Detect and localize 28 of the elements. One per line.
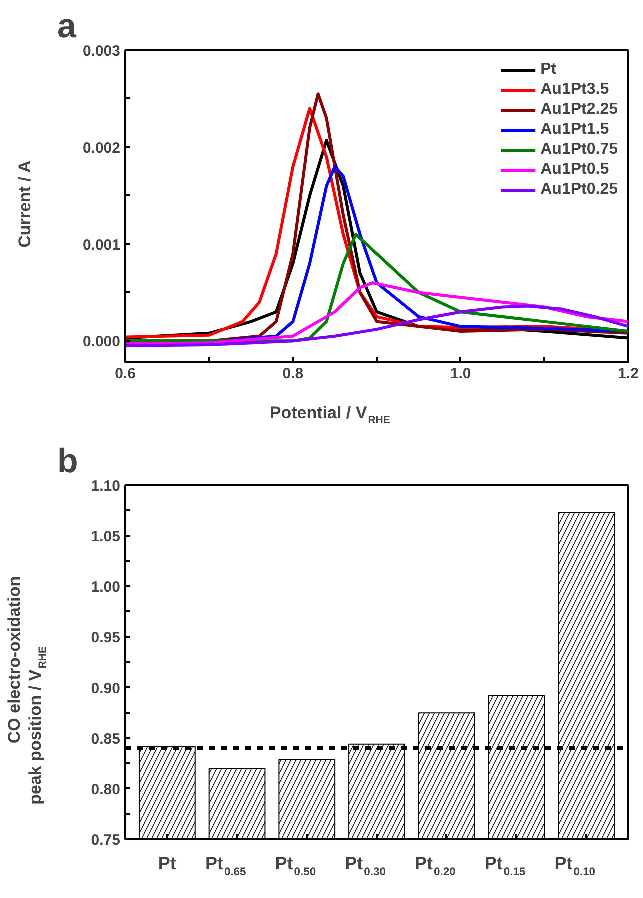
y-tick-label: 1.10	[91, 478, 121, 495]
chart-title: b	[58, 442, 78, 480]
legend-label: Au1Pt0.5	[540, 161, 610, 179]
x-tick-label: 1.2	[618, 366, 639, 382]
y-tick-label: 0.002	[82, 140, 121, 157]
y-tick-label: 0.75	[91, 832, 121, 849]
line-series	[126, 304, 628, 348]
legend-label: Au1Pt1.5	[540, 121, 610, 139]
legend-label: Au1Pt2.25	[540, 101, 618, 119]
y-tick-label: 0.95	[91, 630, 121, 647]
legend-label: Pt	[540, 61, 558, 79]
chart-title: a	[58, 8, 78, 46]
y-tick-label: 1.00	[91, 579, 121, 596]
y-tick-label: 0.85	[91, 730, 121, 748]
x-tick-label: 1.0	[450, 366, 472, 382]
y-tick-label: 1.05	[91, 528, 121, 546]
y-tick-label: 0.000	[82, 334, 121, 351]
y-tick-label: 0.003	[82, 43, 121, 60]
legend-label: Au1Pt0.75	[540, 141, 618, 159]
x-tick-label: 0.8	[282, 366, 304, 382]
y-axis-title: Current / A	[16, 160, 34, 248]
y-tick-label: 0.90	[91, 680, 121, 698]
y-tick-label: 0.80	[91, 781, 121, 798]
x-tick-label: 0.6	[115, 366, 136, 382]
y-tick-label: 0.001	[82, 236, 121, 254]
legend-label: Au1Pt3.5	[540, 81, 610, 99]
x-tick-label: Pt	[158, 854, 176, 874]
legend-label: Au1Pt0.25	[540, 181, 618, 199]
